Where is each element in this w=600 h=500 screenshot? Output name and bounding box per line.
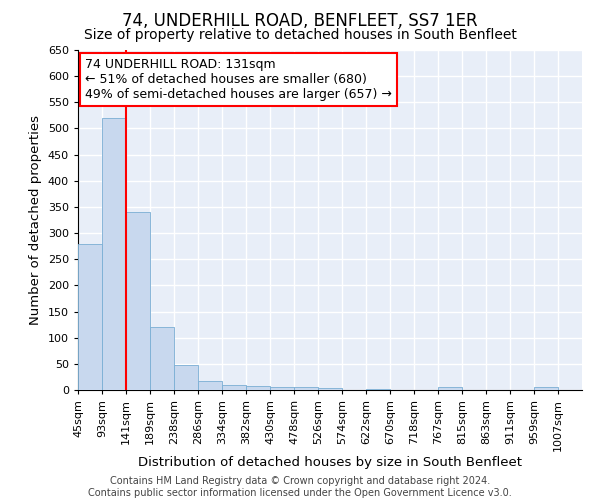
Bar (198, 380, 222, 390)
Bar (78, 244, 102, 390)
Bar (270, 388, 294, 390)
Bar (534, 388, 558, 390)
Bar (294, 388, 318, 390)
Bar (318, 388, 342, 390)
Bar (366, 389, 390, 390)
Y-axis label: Number of detached properties: Number of detached properties (29, 115, 42, 325)
Bar (246, 386, 270, 390)
Bar (438, 388, 462, 390)
Text: 74, UNDERHILL ROAD, BENFLEET, SS7 1ER: 74, UNDERHILL ROAD, BENFLEET, SS7 1ER (122, 12, 478, 30)
Text: 74 UNDERHILL ROAD: 131sqm
← 51% of detached houses are smaller (680)
49% of semi: 74 UNDERHILL ROAD: 131sqm ← 51% of detac… (85, 58, 392, 101)
X-axis label: Distribution of detached houses by size in South Benfleet: Distribution of detached houses by size … (138, 456, 522, 469)
Text: Size of property relative to detached houses in South Benfleet: Size of property relative to detached ho… (83, 28, 517, 42)
Text: Contains HM Land Registry data © Crown copyright and database right 2024.
Contai: Contains HM Land Registry data © Crown c… (88, 476, 512, 498)
Bar (150, 327, 174, 390)
Bar (102, 118, 126, 390)
Bar (175, 365, 198, 390)
Bar (222, 385, 246, 390)
Bar (126, 212, 150, 390)
